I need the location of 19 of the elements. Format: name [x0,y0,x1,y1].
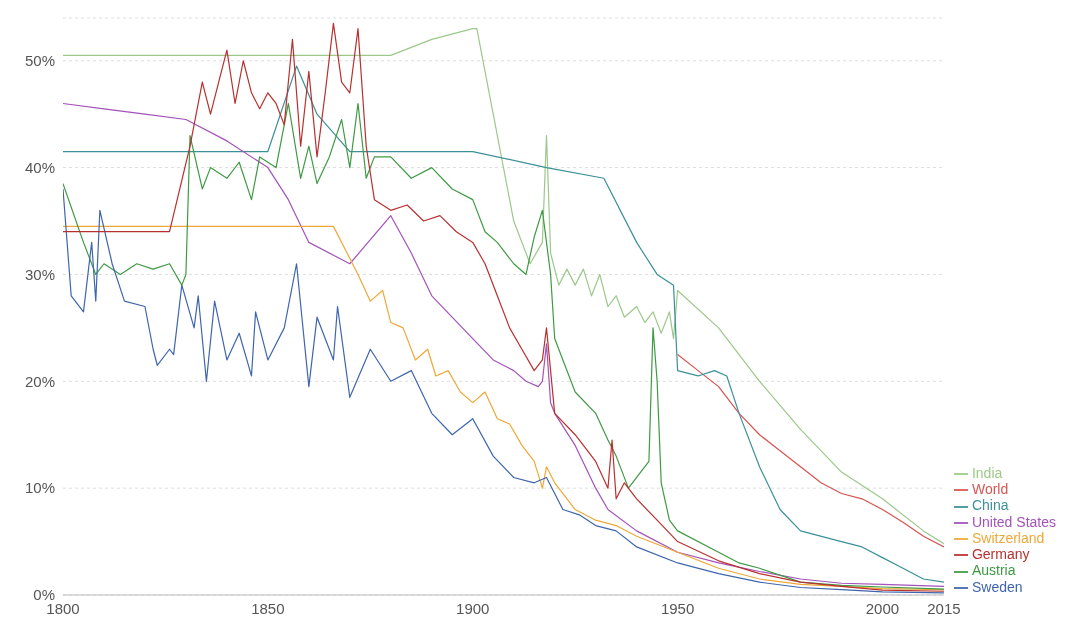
legend-label: Austria [971,562,1016,579]
legend-label: Germany [971,546,1030,563]
legend-label: Switzerland [971,529,1045,546]
x-tick-label: 2000 [865,599,900,617]
y-tick-label: 50% [24,52,55,70]
y-tick-label: 10% [24,479,55,497]
legend-label: World [971,480,1009,497]
legend-label: United States [971,513,1056,530]
y-tick-label: 40% [24,158,55,176]
y-tick-label: 30% [24,265,55,283]
x-tick-label: 1950 [660,599,695,617]
legend-label: India [971,464,1003,481]
x-tick-label: 1900 [456,599,490,617]
x-tick-label: 1850 [251,599,285,617]
legend-label: China [971,497,1009,514]
x-tick-label: 2015 [927,599,961,617]
y-tick-label: 20% [24,372,55,390]
line-series [677,353,944,548]
legend-label: Sweden [971,578,1023,595]
